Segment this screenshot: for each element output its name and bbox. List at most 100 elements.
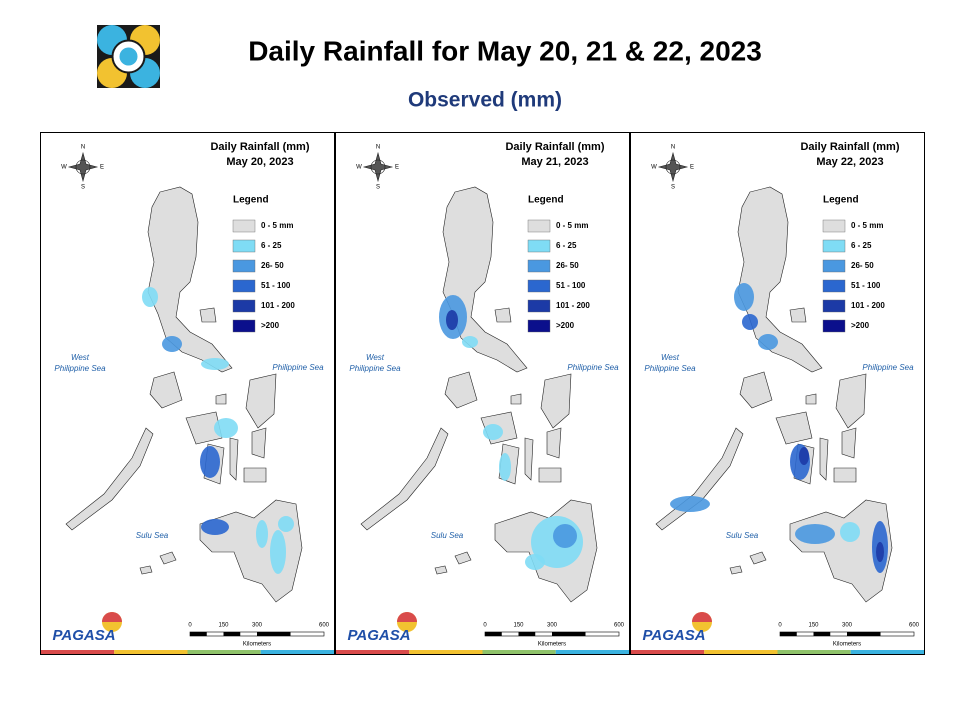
compass-label: S <box>81 185 85 191</box>
panel-title: Daily Rainfall (mm) <box>210 141 309 153</box>
map-panel: Daily Rainfall (mm) May 20, 2023 N W E S Legen… <box>40 132 335 655</box>
island <box>65 427 154 531</box>
legend-swatch <box>527 319 551 333</box>
color-strip <box>336 650 410 654</box>
island <box>739 371 773 409</box>
scale-label: 600 <box>614 623 625 629</box>
sea-label: Sulu Sea <box>136 531 169 540</box>
legend-label: 26- 50 <box>556 261 579 270</box>
rainfall-area <box>270 530 286 574</box>
map-panel: Daily Rainfall (mm) May 21, 2023 N W E S Legen… <box>335 132 630 655</box>
legend-swatch <box>822 299 846 313</box>
legend-swatch <box>822 239 846 253</box>
legend-label: 0 - 5 mm <box>556 221 588 230</box>
color-strip <box>260 650 334 654</box>
compass: N W E S <box>651 145 694 191</box>
scale-label: 0 <box>483 623 487 629</box>
legend-label: 0 - 5 mm <box>851 221 883 230</box>
compass-ring <box>370 159 386 175</box>
island <box>243 467 267 483</box>
legend-swatch <box>527 279 551 293</box>
rainfall-area <box>201 358 229 370</box>
scale-label: 150 <box>808 623 819 629</box>
logo-text: PAGASA <box>642 627 705 644</box>
legend-swatch <box>822 319 846 333</box>
rainfall-area <box>742 314 758 330</box>
scale-segment <box>813 632 831 636</box>
island <box>789 307 807 323</box>
scale-label: 600 <box>909 623 920 629</box>
panel-title: Daily Rainfall (mm) <box>505 141 604 153</box>
legend-swatch <box>232 219 256 233</box>
scale-unit: Kilometers <box>538 642 566 648</box>
legend-label: 26- 50 <box>261 261 284 270</box>
rainfall-area <box>446 310 458 330</box>
rainfall-area <box>142 287 158 307</box>
compass-label: E <box>100 165 104 171</box>
sea-label: Sulu Sea <box>726 531 759 540</box>
map-panel: Daily Rainfall (mm) May 22, 2023 N W E S Legen… <box>630 132 925 655</box>
legend-swatch <box>822 219 846 233</box>
sea-label: Philippine Sea <box>862 363 914 372</box>
legend-label: >200 <box>851 321 870 330</box>
scale-segment <box>552 632 586 636</box>
compass: N W E S <box>61 145 104 191</box>
legend-swatch <box>232 259 256 273</box>
sea-label: Philippine Sea <box>54 364 106 373</box>
rainfall-area <box>876 542 884 562</box>
legend-label: 51 - 100 <box>261 281 291 290</box>
island <box>524 437 534 481</box>
rainfall-area <box>256 520 268 548</box>
compass-label: N <box>376 145 380 151</box>
color-strip <box>777 650 851 654</box>
scale-label: 300 <box>842 623 853 629</box>
legend-swatch <box>232 299 256 313</box>
scale-label: 600 <box>319 623 330 629</box>
compass-label: E <box>690 165 694 171</box>
legend-swatch <box>822 259 846 273</box>
color-strip <box>631 650 705 654</box>
island <box>229 437 239 481</box>
scale-label: 0 <box>778 623 782 629</box>
color-strip <box>704 650 778 654</box>
scale-segment <box>485 632 502 636</box>
rainfall-area <box>799 447 809 465</box>
legend-label: >200 <box>261 321 280 330</box>
island <box>147 186 233 373</box>
island <box>360 427 449 531</box>
agency-logo <box>97 25 160 88</box>
rainfall-area <box>499 453 511 481</box>
legend-label: 0 - 5 mm <box>261 221 293 230</box>
scale-segment <box>518 632 536 636</box>
rainfall-area <box>553 524 577 548</box>
panel-title: Daily Rainfall (mm) <box>800 141 899 153</box>
sea-label: West <box>366 353 385 362</box>
color-strip <box>41 650 115 654</box>
legend-label: 51 - 100 <box>851 281 881 290</box>
panel-date: May 22, 2023 <box>816 156 883 168</box>
island <box>819 437 829 481</box>
legend-title: Legend <box>823 195 859 206</box>
sea-label: Philippine Sea <box>644 364 696 373</box>
legend-swatch <box>527 299 551 313</box>
compass-label: S <box>376 185 380 191</box>
scale-segment <box>780 632 797 636</box>
rainfall-area <box>214 418 238 438</box>
island <box>833 467 857 483</box>
color-strip <box>850 650 924 654</box>
rainfall-area <box>734 283 754 311</box>
rainfall-area <box>758 334 778 350</box>
pagasa-logo: PAGASA <box>347 612 417 644</box>
slide-title: Daily Rainfall for May 20, 21 & 22, 2023 <box>248 35 762 66</box>
legend-label: 6 - 25 <box>851 241 872 250</box>
scale-label: 300 <box>252 623 263 629</box>
island <box>199 307 217 323</box>
island <box>185 411 223 445</box>
legend-swatch <box>527 219 551 233</box>
rainfall-area <box>670 496 710 512</box>
logo-arc <box>102 612 122 622</box>
panel-date: May 20, 2023 <box>226 156 293 168</box>
legend-label: 26- 50 <box>851 261 874 270</box>
island <box>655 427 744 531</box>
slide-subtitle: Observed (mm) <box>408 89 562 112</box>
